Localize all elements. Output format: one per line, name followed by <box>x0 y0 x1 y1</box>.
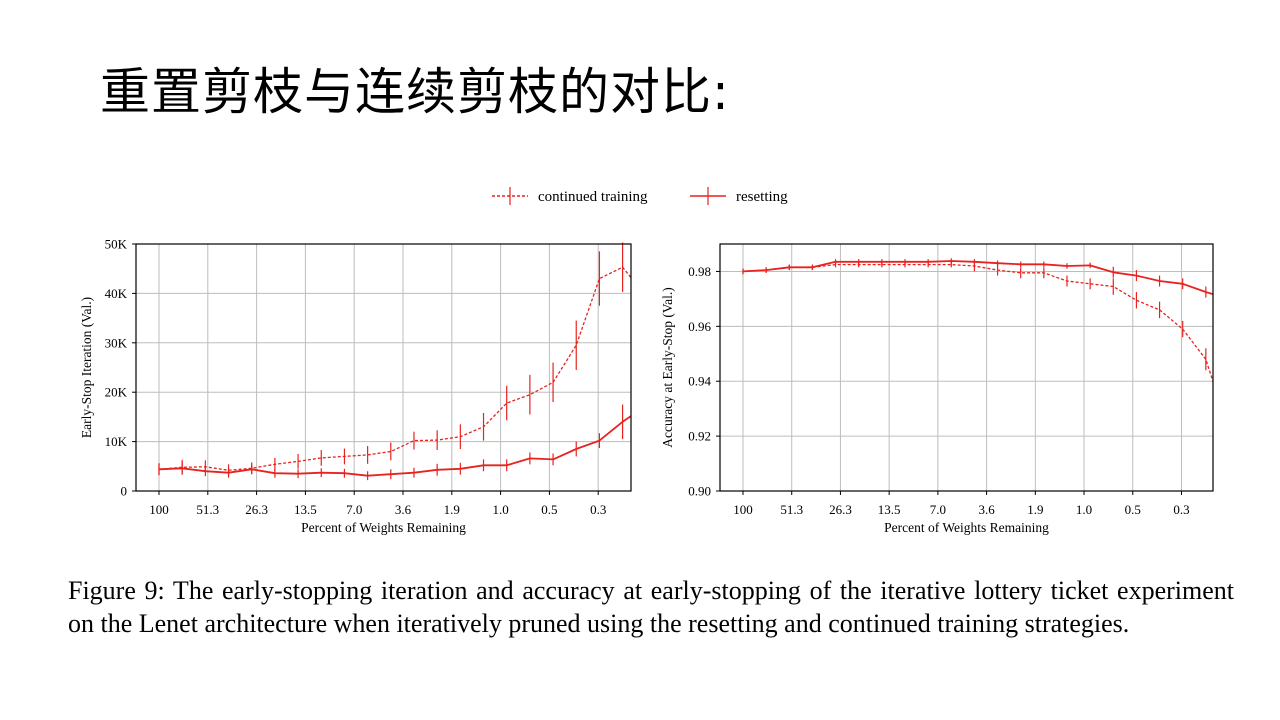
x-tick-label: 0.5 <box>541 502 557 517</box>
grid <box>720 244 1213 492</box>
x-tick-label: 1.0 <box>492 502 508 517</box>
series-group <box>158 242 631 481</box>
y-tick-label: 50K <box>105 237 128 252</box>
tick-labels: 100 51.3 26.3 13.5 7.0 3.6 1.9 1.0 0.5 0.3 0 10K 20K… <box>105 237 607 518</box>
chart-early-stop-iteration: 100 51.3 26.3 13.5 7.0 3.6 1.9 1.0 0.5 0.3 0 10K 20K… <box>79 237 632 535</box>
legend-continued-label: continued training <box>538 189 648 205</box>
x-tick-label: 1.0 <box>1076 502 1092 517</box>
y-tick-label: 40K <box>105 286 128 301</box>
y-axis-label: Accuracy at Early-Stop (Val.) <box>660 287 675 447</box>
legend-resetting-label: resetting <box>736 189 788 205</box>
x-tick-label: 26.3 <box>245 502 268 517</box>
x-tick-label: 51.3 <box>196 502 219 517</box>
x-tick-label: 100 <box>149 502 169 517</box>
series-line-resetting <box>742 260 1213 296</box>
x-axis-label: Percent of Weights Remaining <box>301 520 466 535</box>
y-tick-label: 0.96 <box>688 319 711 334</box>
y-tick-label: 0.90 <box>688 484 711 499</box>
chart-accuracy-at-early-stop: 100 51.3 26.3 13.5 7.0 3.6 1.9 1.0 0.5 0.3 0.90 0.9… <box>660 243 1214 535</box>
y-tick-label: 0 <box>121 484 128 499</box>
legend-continued: continued training <box>492 187 648 205</box>
y-axis-label: Early-Stop Iteration (Val.) <box>79 297 94 438</box>
y-tick-label: 10K <box>105 434 128 449</box>
grid <box>136 243 631 492</box>
x-tick-label: 51.3 <box>780 502 803 517</box>
figure-panel: continued training resetting 100 51.3 26.3… <box>79 187 1214 535</box>
y-tick-label: 30K <box>105 335 128 350</box>
x-tick-label: 7.0 <box>930 502 946 517</box>
x-tick-label: 0.3 <box>590 502 606 517</box>
x-tick-label: 26.3 <box>829 502 852 517</box>
x-tick-label: 0.5 <box>1125 502 1141 517</box>
y-tick-label: 0.94 <box>688 374 711 389</box>
plot-frame <box>719 243 1214 492</box>
x-tick-label: 100 <box>733 502 753 517</box>
plot-frame <box>135 243 632 492</box>
slide-title: 重置剪枝与连续剪枝的对比: <box>100 63 730 121</box>
x-tick-label: 1.9 <box>444 502 460 517</box>
x-tick-label: 13.5 <box>294 502 317 517</box>
x-tick-label: 1.9 <box>1027 502 1043 517</box>
series-line-continued-training <box>742 263 1213 384</box>
series-group <box>742 258 1213 384</box>
legend: continued training resetting <box>492 187 788 205</box>
tick-labels: 100 51.3 26.3 13.5 7.0 3.6 1.9 1.0 0.5 0.3 0.90 0.9… <box>688 264 1189 517</box>
y-tick-label: 0.92 <box>688 429 711 444</box>
x-tick-label: 0.3 <box>1173 502 1189 517</box>
figure-caption: Figure 9: The early-stopping iteration a… <box>68 576 1234 638</box>
x-tick-label: 13.5 <box>878 502 901 517</box>
y-tick-label: 0.98 <box>688 264 711 279</box>
x-tick-label: 3.6 <box>395 502 412 517</box>
x-tick-label: 7.0 <box>346 502 362 517</box>
legend-resetting: resetting <box>690 187 788 205</box>
y-tick-label: 20K <box>105 385 128 400</box>
x-axis-label: Percent of Weights Remaining <box>884 520 1049 535</box>
x-tick-label: 3.6 <box>978 502 995 517</box>
